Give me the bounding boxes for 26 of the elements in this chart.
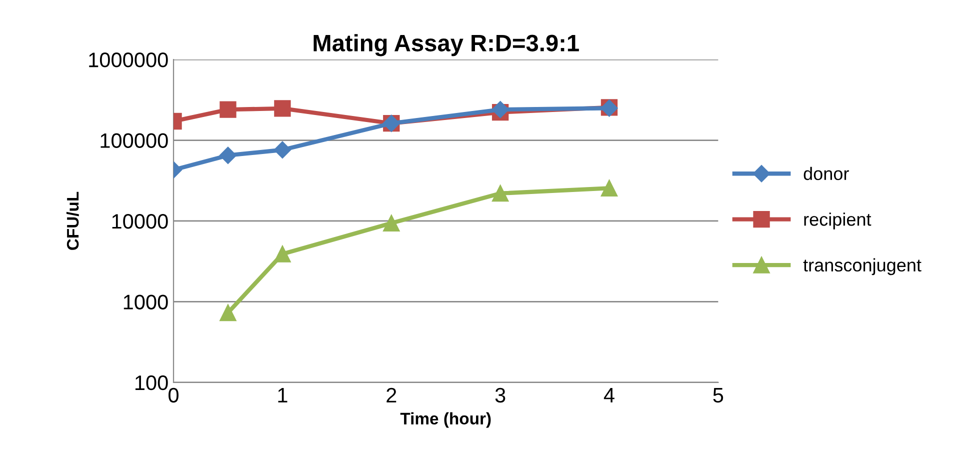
point: [274, 100, 291, 117]
point: [274, 246, 291, 262]
x-tick-label: 4: [604, 388, 614, 402]
point: [219, 146, 237, 164]
x-tick-label: 0: [168, 388, 178, 403]
point: [220, 101, 236, 118]
point: [600, 180, 618, 196]
y-tick-label: 100000: [100, 133, 168, 148]
point: [383, 214, 400, 232]
point: [220, 304, 236, 322]
y-tick-label: 1000000: [89, 52, 168, 68]
y-axis-title: CFU/uL: [66, 192, 79, 250]
point: [492, 185, 509, 202]
x-tick-label: 5: [713, 388, 724, 403]
legend-label: transconjugent: [803, 258, 922, 276]
chart-title: Mating Assay R:D=3.9:1: [314, 34, 579, 56]
legend-label: recipient: [804, 212, 872, 230]
y-tick-label: 100: [135, 375, 168, 390]
y-tick-label: 10000: [112, 214, 168, 229]
point: [274, 141, 292, 158]
x-tick-label: 1: [278, 388, 288, 402]
x-tick-label: 2: [386, 388, 396, 402]
x-tick-label: 3: [495, 388, 506, 403]
x-axis-title: Time (hour): [400, 412, 491, 428]
legend-label: donor: [804, 166, 849, 180]
y-tick-label: 1000: [124, 294, 168, 310]
